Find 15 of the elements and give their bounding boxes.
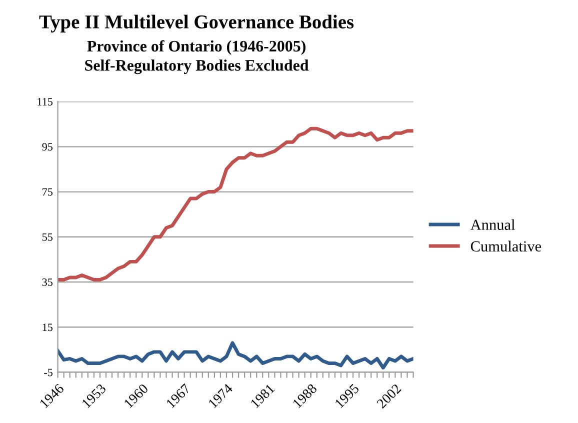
y-tick-label: -5: [44, 368, 53, 376]
y-tick-label: 35: [42, 278, 53, 286]
chart-title: Type II Multilevel Governance Bodies: [39, 14, 354, 32]
legend-label: Annual: [470, 219, 515, 230]
y-tick-label: 115: [38, 98, 53, 106]
y-tick-label: 15: [42, 324, 53, 332]
x-tick-label: 1953: [82, 383, 106, 408]
line-series: [58, 126, 414, 282]
legend-label: Cumulative: [470, 240, 542, 252]
line-series: [58, 341, 414, 370]
y-tick-label: 75: [42, 188, 53, 196]
x-tick-label: 1981: [250, 384, 275, 408]
chart-subtitle: Province of Ontario (1946-2005) Self-Regulatory Bodies Excluded: [85, 40, 309, 74]
y-tick-label: 55: [42, 233, 53, 241]
y-tick-label: 95: [42, 143, 53, 151]
